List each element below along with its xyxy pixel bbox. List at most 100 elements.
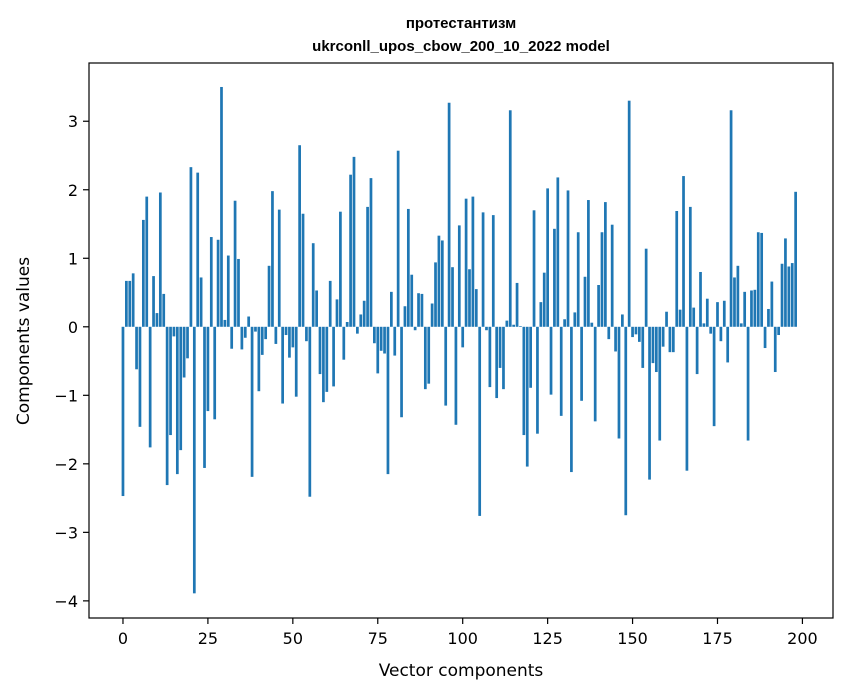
bar xyxy=(179,326,183,451)
bar xyxy=(675,211,679,327)
bar xyxy=(566,190,570,327)
bar xyxy=(678,309,682,327)
bar xyxy=(794,191,797,327)
bar xyxy=(784,238,787,327)
bar xyxy=(342,326,346,360)
chart-title: протестантизм xyxy=(406,15,516,32)
bar xyxy=(631,326,634,338)
bar xyxy=(332,326,335,387)
bar xyxy=(257,326,261,392)
bar xyxy=(607,326,611,340)
bar xyxy=(790,263,794,327)
bar xyxy=(400,326,403,418)
bar xyxy=(549,326,553,395)
bar xyxy=(396,150,400,327)
y-tick-label: −1 xyxy=(54,386,78,405)
bar xyxy=(634,326,638,335)
bar xyxy=(390,291,393,327)
bar xyxy=(427,326,431,384)
bar-series xyxy=(121,86,801,594)
bar xyxy=(746,326,750,441)
bar xyxy=(617,326,621,439)
bar xyxy=(383,326,386,354)
bar xyxy=(226,255,230,327)
y-tick-label: 3 xyxy=(68,112,78,131)
bar xyxy=(369,178,373,327)
bar xyxy=(356,326,359,334)
bar xyxy=(580,326,583,401)
bar xyxy=(733,277,736,327)
bar xyxy=(125,280,128,327)
bar xyxy=(182,326,186,378)
bar xyxy=(413,326,417,331)
bar xyxy=(464,198,468,327)
bar xyxy=(583,276,587,327)
bar xyxy=(322,326,325,403)
bar xyxy=(651,326,655,364)
bar xyxy=(495,326,499,399)
bar xyxy=(264,326,268,340)
bar xyxy=(498,326,502,368)
x-tick-label: 0 xyxy=(118,629,128,648)
bar xyxy=(339,211,342,327)
bar xyxy=(175,326,179,475)
bar xyxy=(665,311,668,327)
x-tick-label: 200 xyxy=(787,629,818,648)
bar xyxy=(777,326,780,336)
plot-frame xyxy=(88,62,834,619)
bar xyxy=(699,271,702,327)
bar xyxy=(610,224,614,327)
bar xyxy=(145,196,149,327)
bar xyxy=(352,156,356,327)
bar xyxy=(247,316,251,327)
bar xyxy=(223,319,227,327)
bar xyxy=(468,269,471,327)
bar xyxy=(539,302,543,327)
chart-subtitle: ukrconll_upos_cbow_200_10_2022 model xyxy=(312,38,610,55)
bar xyxy=(294,326,298,397)
bar xyxy=(213,326,217,420)
bar xyxy=(240,326,244,350)
x-tick-label: 50 xyxy=(283,629,303,648)
bar xyxy=(525,326,529,467)
x-tick-label: 150 xyxy=(617,629,648,648)
bar xyxy=(719,326,723,342)
bar xyxy=(209,237,213,327)
bar xyxy=(763,326,767,349)
bar xyxy=(216,239,220,327)
bar xyxy=(576,232,580,327)
bar xyxy=(128,280,132,327)
bar xyxy=(189,167,193,327)
bar xyxy=(750,290,753,327)
bar xyxy=(142,219,145,327)
bar xyxy=(654,326,658,373)
bar xyxy=(546,188,549,327)
bar xyxy=(196,172,200,327)
bar xyxy=(722,300,726,327)
y-tick-label: 1 xyxy=(68,249,78,268)
bar xyxy=(406,208,410,327)
bar xyxy=(345,322,349,327)
bar xyxy=(192,326,196,594)
bar xyxy=(685,326,689,471)
bar xyxy=(570,326,573,473)
bar xyxy=(474,289,478,327)
x-tick-label: 175 xyxy=(702,629,733,648)
bar xyxy=(305,326,308,342)
x-axis-ticks: 0 25 50 75 100 125 150 175 200 xyxy=(118,618,818,648)
bar xyxy=(671,326,675,353)
bar xyxy=(203,326,206,468)
bar xyxy=(726,326,730,363)
bar xyxy=(359,314,363,327)
bar xyxy=(274,326,278,344)
bar xyxy=(298,145,301,327)
bar xyxy=(600,232,604,327)
bar xyxy=(621,314,624,327)
bar xyxy=(379,326,383,351)
bar xyxy=(271,191,274,327)
bar xyxy=(373,326,376,344)
bar xyxy=(138,326,142,427)
bar xyxy=(502,326,505,390)
bar xyxy=(131,273,135,327)
bar xyxy=(148,326,152,448)
